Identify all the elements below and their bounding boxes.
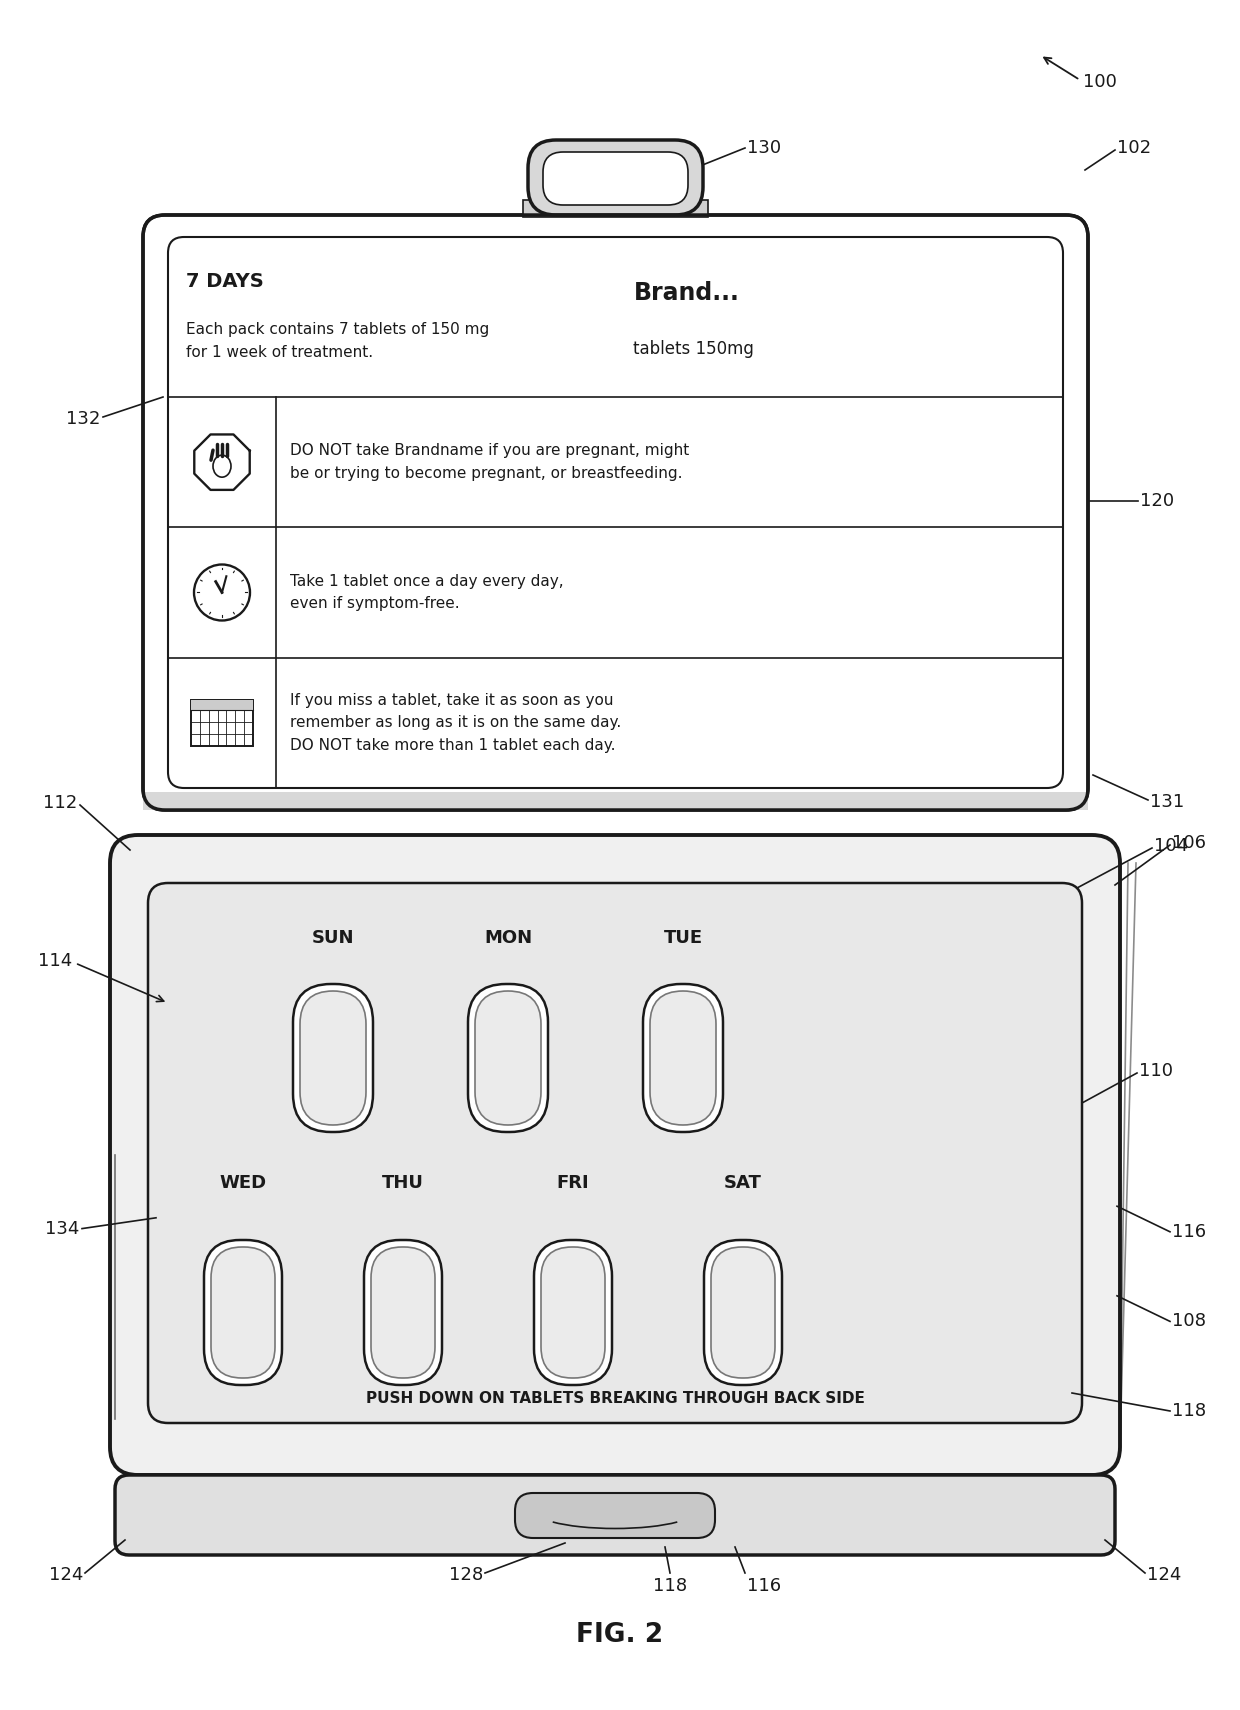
- Text: 7 DAYS: 7 DAYS: [186, 272, 264, 291]
- Text: FIG. 2: FIG. 2: [577, 1623, 663, 1648]
- Text: TUE: TUE: [663, 929, 703, 947]
- Bar: [191, 699, 253, 710]
- FancyBboxPatch shape: [704, 1240, 782, 1385]
- FancyBboxPatch shape: [115, 1476, 1115, 1554]
- FancyBboxPatch shape: [467, 983, 548, 1132]
- FancyBboxPatch shape: [541, 1247, 605, 1378]
- Text: 114: 114: [37, 952, 72, 970]
- FancyBboxPatch shape: [143, 215, 1087, 811]
- Text: 124: 124: [1147, 1566, 1182, 1583]
- Text: DO NOT take Brandname if you are pregnant, might
be or trying to become pregnant: DO NOT take Brandname if you are pregnan…: [290, 443, 689, 481]
- Text: 106: 106: [1172, 834, 1207, 852]
- Text: 112: 112: [42, 793, 77, 812]
- FancyBboxPatch shape: [543, 152, 688, 205]
- Text: 124: 124: [48, 1566, 83, 1583]
- Text: 108: 108: [1172, 1312, 1207, 1330]
- Bar: [143, 792, 1087, 811]
- Text: 100: 100: [1083, 74, 1117, 91]
- Text: 118: 118: [653, 1577, 687, 1595]
- FancyBboxPatch shape: [475, 992, 541, 1125]
- FancyBboxPatch shape: [365, 1240, 441, 1385]
- FancyBboxPatch shape: [534, 1240, 613, 1385]
- Text: SUN: SUN: [311, 929, 355, 947]
- FancyBboxPatch shape: [167, 238, 1063, 788]
- FancyBboxPatch shape: [211, 1247, 275, 1378]
- Text: 134: 134: [45, 1219, 79, 1238]
- Text: 116: 116: [1172, 1223, 1207, 1241]
- Text: 131: 131: [1149, 793, 1184, 811]
- FancyBboxPatch shape: [711, 1247, 775, 1378]
- Text: Take 1 tablet once a day every day,
even if symptom-free.: Take 1 tablet once a day every day, even…: [290, 573, 564, 612]
- FancyBboxPatch shape: [110, 834, 1120, 1476]
- Text: tablets 150mg: tablets 150mg: [634, 340, 754, 357]
- Text: 104: 104: [1154, 836, 1188, 855]
- Ellipse shape: [213, 455, 231, 477]
- FancyBboxPatch shape: [205, 1240, 281, 1385]
- Text: 116: 116: [746, 1577, 781, 1595]
- Text: THU: THU: [382, 1175, 424, 1192]
- FancyBboxPatch shape: [148, 882, 1083, 1423]
- Text: WED: WED: [219, 1175, 267, 1192]
- Text: 110: 110: [1140, 1062, 1173, 1081]
- Text: FRI: FRI: [557, 1175, 589, 1192]
- Text: Brand...: Brand...: [634, 280, 739, 304]
- FancyBboxPatch shape: [528, 140, 703, 215]
- Text: 132: 132: [66, 410, 100, 428]
- Text: SAT: SAT: [724, 1175, 761, 1192]
- Text: Each pack contains 7 tablets of 150 mg
for 1 week of treatment.: Each pack contains 7 tablets of 150 mg f…: [186, 323, 490, 359]
- Bar: [191, 699, 253, 746]
- Bar: [523, 200, 708, 217]
- Text: 120: 120: [1140, 491, 1174, 510]
- Text: 118: 118: [1172, 1402, 1207, 1419]
- FancyBboxPatch shape: [293, 983, 373, 1132]
- Text: 128: 128: [449, 1566, 484, 1583]
- Text: 102: 102: [1117, 139, 1151, 157]
- Text: PUSH DOWN ON TABLETS BREAKING THROUGH BACK SIDE: PUSH DOWN ON TABLETS BREAKING THROUGH BA…: [366, 1390, 864, 1406]
- Text: 130: 130: [746, 139, 781, 157]
- FancyBboxPatch shape: [515, 1493, 715, 1537]
- Text: If you miss a tablet, take it as soon as you
remember as long as it is on the sa: If you miss a tablet, take it as soon as…: [290, 693, 621, 752]
- FancyBboxPatch shape: [300, 992, 366, 1125]
- Text: MON: MON: [484, 929, 532, 947]
- FancyBboxPatch shape: [644, 983, 723, 1132]
- FancyBboxPatch shape: [650, 992, 715, 1125]
- FancyBboxPatch shape: [371, 1247, 435, 1378]
